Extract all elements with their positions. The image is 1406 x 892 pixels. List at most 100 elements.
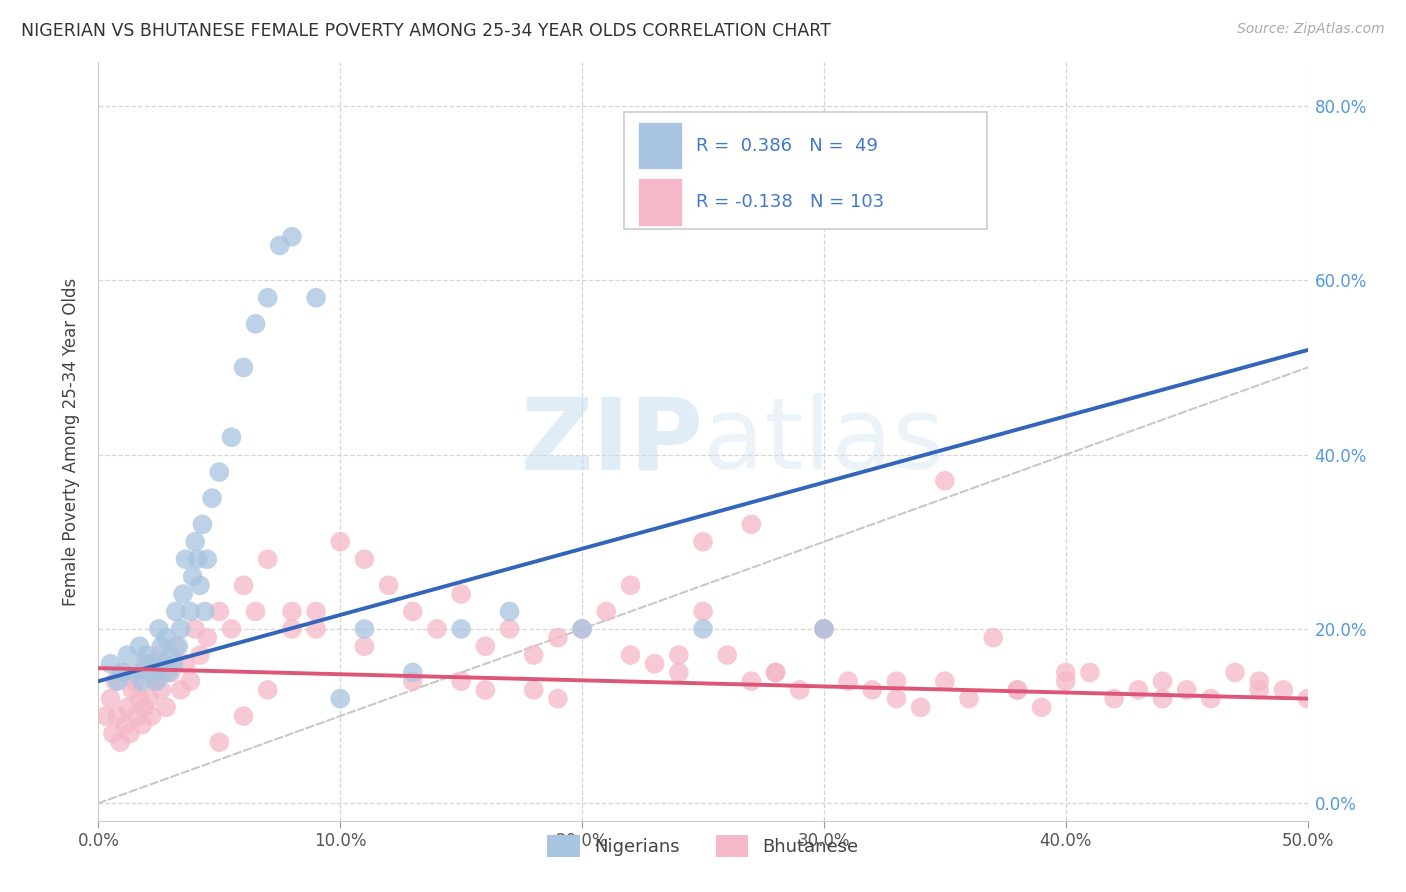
Point (619, 578, 641, 592)
Point (523, 682, 546, 697)
Point (135, 648, 157, 662)
Point (305, 622, 328, 636)
Point (100, 657, 122, 671)
Point (150, 640, 173, 654)
Point (127, 709, 149, 723)
Point (1078, 665, 1101, 680)
Point (619, 648, 641, 662)
Point (138, 691, 160, 706)
Point (143, 657, 166, 671)
Point (1296, 691, 1319, 706)
Point (167, 640, 190, 654)
Point (114, 718, 136, 732)
Point (571, 622, 593, 636)
Point (195, 552, 218, 566)
Point (668, 665, 690, 680)
Point (128, 640, 150, 654)
Point (813, 622, 835, 636)
Point (269, 238, 291, 252)
Point (450, 622, 472, 636)
Point (117, 700, 139, 714)
Point (1102, 691, 1125, 706)
Point (179, 674, 201, 689)
Point (145, 674, 167, 689)
Point (256, 682, 278, 697)
Point (740, 517, 762, 532)
Point (181, 569, 204, 583)
Point (789, 682, 811, 697)
Point (740, 674, 762, 689)
Point (910, 700, 932, 714)
Point (208, 735, 231, 749)
Point (94, 709, 117, 723)
Point (934, 474, 956, 488)
Point (1128, 682, 1150, 697)
Text: R = -0.138   N = 103: R = -0.138 N = 103 (696, 193, 884, 211)
Point (111, 665, 134, 680)
Point (1007, 682, 1029, 697)
Point (813, 622, 835, 636)
Point (195, 631, 218, 645)
Point (232, 360, 254, 375)
Point (692, 605, 714, 619)
Point (426, 622, 449, 636)
Point (184, 534, 207, 549)
Y-axis label: Female Poverty Among 25-34 Year Olds: Female Poverty Among 25-34 Year Olds (62, 277, 80, 606)
Point (281, 622, 304, 636)
Point (157, 665, 180, 680)
Point (1175, 682, 1198, 697)
Point (692, 534, 714, 549)
Point (208, 465, 231, 479)
Point (1199, 691, 1222, 706)
Point (402, 674, 425, 689)
Point (221, 430, 243, 444)
Point (165, 605, 187, 619)
Point (353, 552, 375, 566)
Point (131, 674, 153, 689)
FancyBboxPatch shape (624, 112, 987, 229)
Point (765, 665, 787, 680)
Point (108, 735, 131, 749)
Point (160, 665, 183, 680)
Point (1223, 665, 1246, 680)
Point (101, 726, 124, 740)
Point (498, 622, 520, 636)
Point (141, 709, 163, 723)
Text: Source: ZipAtlas.com: Source: ZipAtlas.com (1237, 22, 1385, 37)
Point (245, 605, 267, 619)
Legend: Nigerians, Bhutanese: Nigerians, Bhutanese (540, 828, 866, 864)
Point (329, 534, 352, 549)
Point (402, 665, 425, 680)
Point (107, 709, 129, 723)
Point (232, 709, 254, 723)
Point (208, 605, 231, 619)
Point (245, 317, 267, 331)
Point (124, 674, 146, 689)
Point (547, 691, 569, 706)
Point (571, 622, 593, 636)
Point (191, 517, 214, 532)
Point (1054, 674, 1077, 689)
Point (155, 631, 177, 645)
Point (135, 657, 157, 671)
Point (155, 700, 177, 714)
Point (184, 622, 207, 636)
Point (131, 718, 153, 732)
Point (474, 682, 496, 697)
Point (160, 648, 183, 662)
Point (860, 682, 883, 697)
Point (1152, 691, 1174, 706)
Point (169, 622, 191, 636)
Point (121, 682, 143, 697)
Point (1249, 674, 1271, 689)
Point (256, 552, 278, 566)
Point (957, 691, 980, 706)
Point (128, 691, 150, 706)
Point (716, 648, 738, 662)
Point (134, 700, 156, 714)
Point (148, 622, 170, 636)
Text: ZIP: ZIP (520, 393, 703, 490)
Point (187, 552, 209, 566)
Point (1249, 682, 1271, 697)
Point (152, 665, 174, 680)
